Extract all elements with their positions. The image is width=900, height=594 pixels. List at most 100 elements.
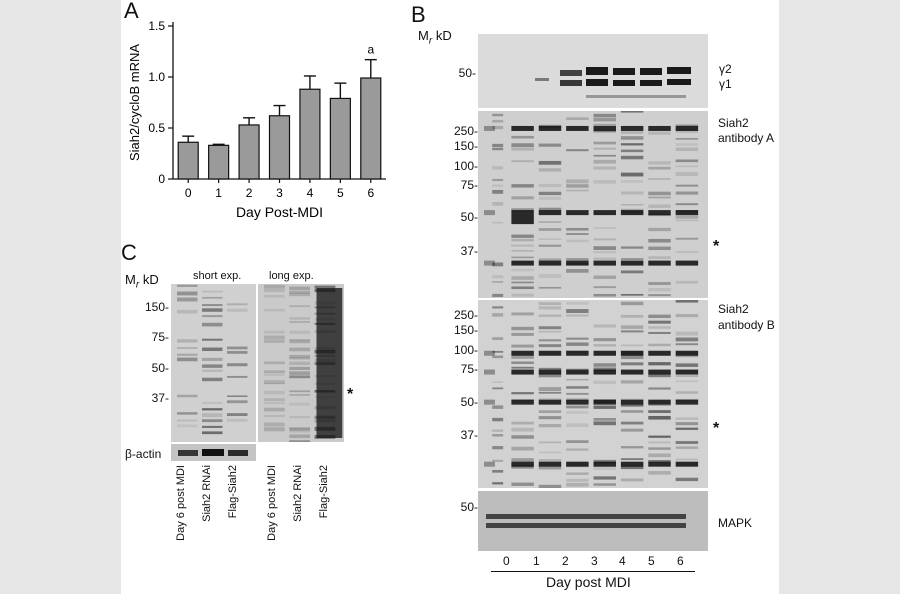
x-tick-label: 0 <box>185 186 192 200</box>
blot-band-strong <box>538 399 562 405</box>
blot-band <box>648 238 671 243</box>
blot-band <box>648 196 671 199</box>
panel-c-marker-50: 50- <box>151 361 169 375</box>
panel-c-mr-label: Mr kD <box>125 272 159 291</box>
blot-band <box>675 219 699 222</box>
blot3-asterisk: * <box>713 420 720 437</box>
blot-band <box>264 373 285 376</box>
blot-band-strong <box>648 461 671 467</box>
blot-band <box>289 330 311 334</box>
blot-band <box>227 395 248 398</box>
blot-antibody-b-bands <box>484 300 699 488</box>
blot-band <box>675 159 699 163</box>
blot-band <box>227 375 248 378</box>
blot-band <box>492 221 504 224</box>
blot-band <box>675 441 699 444</box>
blot-band <box>620 314 644 318</box>
panel-c-lane-long-1: Day 6 post MDI <box>266 465 278 541</box>
blot-band-strong <box>620 125 644 131</box>
blot-band <box>511 326 534 331</box>
blot-band <box>648 362 671 366</box>
blot-band-strong <box>566 350 589 356</box>
x-tick-label: 4 <box>307 186 314 200</box>
blot-band <box>511 312 534 316</box>
blot-band <box>566 179 589 184</box>
blot-band-strong <box>538 125 562 131</box>
blot-band <box>202 408 223 411</box>
blot-band-strong <box>484 461 495 467</box>
blot-band-strong <box>648 125 671 131</box>
panel-b-mr-label: Mr kD <box>418 28 452 47</box>
blot-band <box>289 317 311 320</box>
blot-band-strong <box>648 260 671 266</box>
blot-band <box>264 415 285 417</box>
bar <box>299 88 321 180</box>
blot-band <box>566 149 589 152</box>
blot-band <box>566 239 589 243</box>
blot-band <box>538 258 562 261</box>
blot-band <box>566 478 589 482</box>
blot-band <box>511 143 534 148</box>
blot-band <box>202 315 223 318</box>
blot-band-strong <box>484 350 495 356</box>
blot-band <box>289 321 311 323</box>
blot-band <box>177 284 198 287</box>
lane-label-0: 0 <box>503 554 510 568</box>
blot-band <box>492 387 504 390</box>
blot-band <box>620 301 644 306</box>
blot-band <box>648 320 671 324</box>
blot-band <box>648 447 671 450</box>
blot-band <box>511 196 534 200</box>
blot-band <box>566 368 589 371</box>
blot-band <box>566 405 589 409</box>
short-exp-label: short exp. <box>193 270 242 282</box>
bar <box>329 97 351 180</box>
blot-band <box>177 339 198 343</box>
x-tick-label: 1 <box>215 186 222 200</box>
blot-band <box>492 184 504 187</box>
blot-band <box>538 244 562 247</box>
blot-band <box>620 143 644 146</box>
blot-band-strong <box>620 210 644 216</box>
blot-band <box>227 303 248 306</box>
blot-band-strong <box>484 125 495 131</box>
blot-band <box>264 380 285 384</box>
blot-band-strong <box>511 260 534 266</box>
blot-band <box>620 111 644 113</box>
blot-band <box>648 314 671 319</box>
blot2-marker-250: 250- <box>453 124 478 138</box>
blot-band <box>593 159 616 164</box>
blot-band <box>538 367 562 370</box>
blot-band <box>492 147 504 151</box>
blot-band <box>648 415 671 420</box>
blot-band <box>620 270 644 274</box>
y-tick-label: 0 <box>158 172 165 186</box>
blot-band-strong <box>675 260 699 266</box>
blot-band <box>593 123 616 126</box>
blot-band <box>675 143 699 146</box>
blot-band <box>511 184 534 188</box>
blot-band <box>511 446 534 451</box>
blot-band <box>620 478 644 482</box>
blot-band <box>675 172 699 177</box>
blot-band <box>511 208 534 212</box>
blot-band-strong <box>675 350 699 356</box>
blot-band <box>566 117 589 120</box>
blot-band <box>177 347 198 349</box>
blot-band <box>264 339 285 343</box>
blot-band <box>289 427 311 431</box>
blot-band-strong <box>675 125 699 131</box>
blot-band <box>566 392 589 395</box>
blot-band <box>593 363 616 367</box>
blot4-marker-50: 50- <box>460 500 478 514</box>
blot-band <box>620 398 644 401</box>
panel-b-blot-antibody-b <box>478 300 708 488</box>
x-tick-label: 5 <box>337 186 344 200</box>
blot-band <box>620 458 644 461</box>
blot-band <box>675 203 699 206</box>
blot-band <box>511 238 534 242</box>
blot-band <box>289 290 311 294</box>
blot-band <box>620 172 644 177</box>
blot-band-strong <box>593 461 616 467</box>
blot-band <box>227 400 248 404</box>
